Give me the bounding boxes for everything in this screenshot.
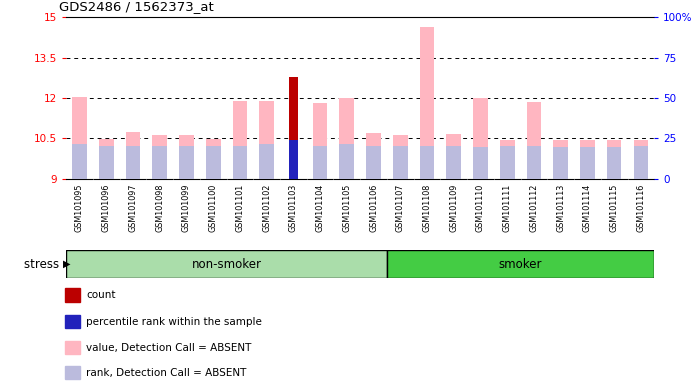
Text: GSM101110: GSM101110: [476, 184, 485, 232]
Bar: [473, 147, 488, 179]
Text: GSM101114: GSM101114: [583, 184, 592, 232]
Text: GSM101098: GSM101098: [155, 184, 164, 232]
Bar: [473, 98, 488, 179]
Bar: [66, 250, 387, 278]
Text: GSM101111: GSM101111: [503, 184, 512, 232]
Text: ▶: ▶: [63, 259, 70, 269]
Bar: [340, 144, 354, 179]
Bar: [420, 146, 434, 179]
Text: value, Detection Call = ABSENT: value, Detection Call = ABSENT: [86, 343, 251, 353]
Text: GSM101108: GSM101108: [422, 184, 432, 232]
Bar: [366, 146, 381, 179]
Bar: [125, 132, 141, 179]
Text: GSM101097: GSM101097: [129, 184, 137, 232]
Bar: [553, 141, 568, 179]
Bar: [313, 146, 327, 179]
Text: GSM101113: GSM101113: [556, 184, 565, 232]
Text: rank, Detection Call = ABSENT: rank, Detection Call = ABSENT: [86, 368, 246, 378]
Text: percentile rank within the sample: percentile rank within the sample: [86, 317, 262, 327]
Bar: [366, 133, 381, 179]
Text: GSM101112: GSM101112: [530, 184, 539, 232]
Bar: [125, 146, 141, 179]
Bar: [65, 366, 80, 379]
Text: GSM101106: GSM101106: [369, 184, 378, 232]
Text: GSM101103: GSM101103: [289, 184, 298, 232]
Text: GSM101116: GSM101116: [636, 184, 645, 232]
Bar: [607, 147, 622, 179]
Bar: [65, 341, 80, 354]
Bar: [580, 147, 595, 179]
Bar: [65, 288, 80, 301]
Text: GDS2486 / 1562373_at: GDS2486 / 1562373_at: [59, 0, 214, 13]
Text: GSM101105: GSM101105: [342, 184, 351, 232]
Bar: [393, 146, 408, 179]
Text: GSM101100: GSM101100: [209, 184, 218, 232]
Bar: [420, 28, 434, 179]
Bar: [152, 146, 167, 179]
Text: GSM101095: GSM101095: [75, 184, 84, 232]
Bar: [527, 146, 541, 179]
Bar: [500, 146, 514, 179]
Bar: [633, 146, 648, 179]
Bar: [99, 139, 113, 179]
Bar: [206, 139, 221, 179]
Text: smoker: smoker: [499, 258, 542, 270]
Text: stress: stress: [24, 258, 63, 271]
Bar: [72, 144, 87, 179]
Text: GSM101102: GSM101102: [262, 184, 271, 232]
Bar: [179, 146, 193, 179]
Text: count: count: [86, 290, 116, 300]
Text: GSM101104: GSM101104: [315, 184, 324, 232]
Text: non-smoker: non-smoker: [191, 258, 262, 270]
Bar: [340, 98, 354, 179]
Bar: [206, 146, 221, 179]
Bar: [65, 315, 80, 328]
Bar: [152, 135, 167, 179]
Text: GSM101107: GSM101107: [396, 184, 405, 232]
Bar: [446, 134, 461, 179]
Bar: [289, 77, 298, 179]
Bar: [260, 144, 274, 179]
Bar: [99, 146, 113, 179]
Bar: [607, 141, 622, 179]
Text: GSM101099: GSM101099: [182, 184, 191, 232]
Bar: [387, 250, 654, 278]
Bar: [633, 141, 648, 179]
Bar: [260, 101, 274, 179]
Bar: [179, 135, 193, 179]
Bar: [553, 147, 568, 179]
Bar: [500, 141, 514, 179]
Text: GSM101101: GSM101101: [235, 184, 244, 232]
Text: GSM101096: GSM101096: [102, 184, 111, 232]
Bar: [527, 102, 541, 179]
Bar: [289, 140, 298, 179]
Text: GSM101115: GSM101115: [610, 184, 619, 232]
Bar: [72, 97, 87, 179]
Bar: [232, 101, 247, 179]
Bar: [232, 146, 247, 179]
Bar: [580, 141, 595, 179]
Bar: [393, 135, 408, 179]
Text: GSM101109: GSM101109: [449, 184, 458, 232]
Bar: [313, 103, 327, 179]
Bar: [446, 146, 461, 179]
